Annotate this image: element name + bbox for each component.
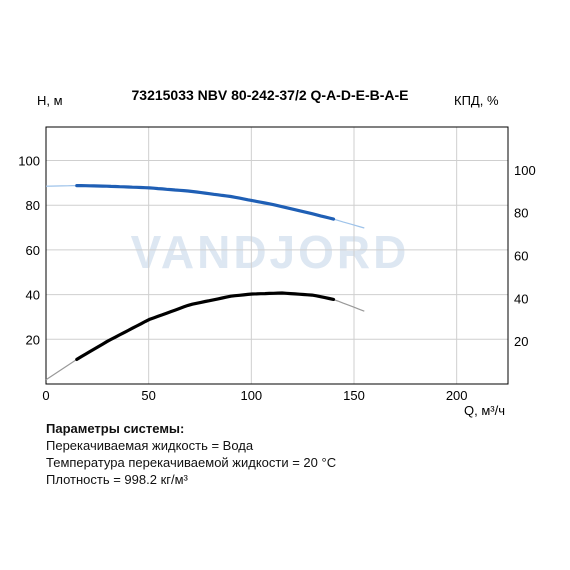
y2-tick-label: 40 (514, 291, 528, 306)
x-tick-label: 200 (446, 388, 468, 403)
y-tick-label: 20 (26, 332, 40, 347)
y-tick-label: 80 (26, 198, 40, 213)
x-tick-label: 0 (42, 388, 49, 403)
system-parameters: Параметры системы: Перекачиваемая жидкос… (46, 420, 336, 488)
head-curve-operating (75, 184, 336, 221)
params-heading: Параметры системы: (46, 421, 185, 436)
param-fluid: Перекачиваемая жидкость = Вода (46, 438, 254, 453)
chart-title: 73215033 NBV 80-242-37/2 Q-A-D-E-B-A-E (132, 87, 409, 103)
plot-frame (45, 126, 509, 385)
efficiency-curve-operating (75, 291, 336, 361)
y2-tick-label: 100 (514, 163, 536, 178)
param-density: Плотность = 998.2 кг/м³ (46, 472, 188, 487)
x-tick-label: 100 (240, 388, 262, 403)
param-temperature: Температура перекачиваемой жидкости = 20… (46, 455, 337, 470)
plot-area: 0 50 100 150 200 20 40 60 80 100 20 40 60 80 100 (18, 126, 536, 403)
efficiency-curve-full (45, 292, 365, 381)
y-axis-label: H, м (37, 93, 63, 108)
y2-axis-label: КПД, % (454, 93, 499, 108)
y2-tick-label: 80 (514, 206, 528, 221)
y2-tick-label: 20 (514, 334, 528, 349)
y-tick-label: 40 (26, 288, 40, 303)
y2-tick-label: 60 (514, 249, 528, 264)
x-tick-label: 50 (141, 388, 155, 403)
y-tick-label: 100 (18, 154, 40, 169)
pump-curve-chart: 73215033 NBV 80-242-37/2 Q-A-D-E-B-A-E H… (18, 87, 536, 418)
x-tick-label: 150 (343, 388, 365, 403)
y-tick-label: 60 (26, 243, 40, 258)
watermark-logo: VANDJORD (131, 226, 410, 278)
x-axis-label: Q, м³/ч (464, 403, 505, 418)
